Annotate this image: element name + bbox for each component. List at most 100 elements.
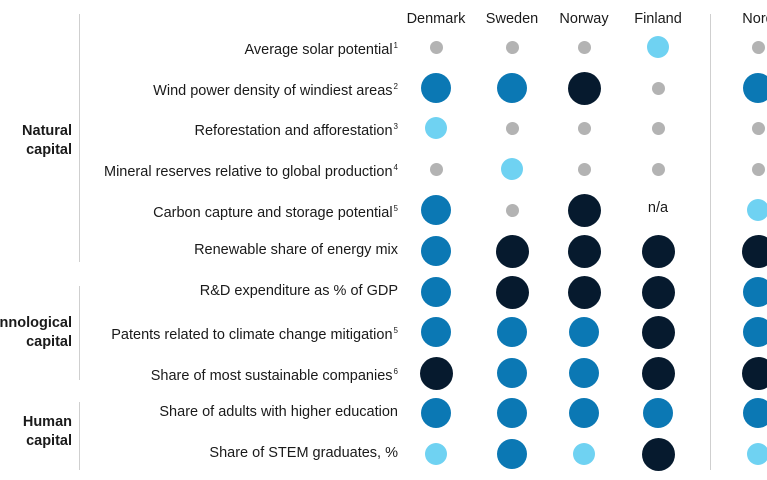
- row-label: Share of adults with higher education: [159, 403, 398, 421]
- rating-dot: [495, 275, 529, 309]
- row-label: Reforestation and afforestation3: [195, 118, 398, 140]
- rating-dot: [421, 195, 451, 225]
- group-separator: [79, 402, 80, 470]
- rating-dot: [741, 356, 767, 390]
- rating-dot: [497, 73, 527, 103]
- group-label-line: nnological: [0, 315, 72, 331]
- footnote-marker: 1: [393, 41, 398, 50]
- group-label: Human capital: [23, 413, 72, 451]
- row-label-text: Share of STEM graduates, %: [209, 445, 398, 461]
- footnote-marker: 5: [393, 326, 398, 335]
- rating-dot: [641, 356, 675, 390]
- row-label: Mineral reserves relative to global prod…: [104, 159, 398, 181]
- group-label-line: capital: [26, 433, 72, 449]
- rating-dot: [421, 398, 451, 428]
- row-label-text: Wind power density of windiest areas: [153, 83, 393, 99]
- rating-dot: [643, 398, 673, 428]
- row-label-text: Reforestation and afforestation: [194, 123, 393, 139]
- rating-dot: [651, 121, 665, 135]
- rating-dot: [641, 275, 675, 309]
- rating-dot: [743, 277, 767, 307]
- group-label: Natural capital: [22, 122, 72, 160]
- group-label-line: capital: [26, 142, 72, 158]
- rating-dot: [421, 73, 451, 103]
- rating-dot: [751, 40, 765, 54]
- rating-dot: [569, 398, 599, 428]
- row-label-text: Share of most sustainable companies: [150, 368, 393, 384]
- column-header: Denmark: [406, 11, 466, 27]
- footnote-marker: 2: [393, 82, 398, 91]
- row-label: Average solar potential1: [244, 37, 398, 59]
- row-label: Wind power density of windiest areas2: [153, 78, 398, 100]
- rating-dot: [743, 73, 767, 103]
- rating-dot: [751, 121, 765, 135]
- rating-dot: [577, 121, 591, 135]
- rating-dot: [651, 81, 665, 95]
- rating-dot: [569, 317, 599, 347]
- not-available-label: n/a: [647, 200, 669, 216]
- row-label-text: Renewable share of energy mix: [194, 242, 398, 258]
- group-label-line: Human: [22, 414, 72, 430]
- footnote-marker: 6: [393, 367, 398, 376]
- rating-dot: [573, 443, 595, 465]
- rating-dot: [651, 162, 665, 176]
- rating-dot: [505, 203, 519, 217]
- rating-dot: [505, 121, 519, 135]
- rating-dot: [501, 158, 523, 180]
- row-label-text: Average solar potential: [244, 42, 393, 58]
- rating-dot: [641, 315, 675, 349]
- rating-dot: [641, 437, 675, 471]
- group-label-line: capital: [26, 334, 72, 350]
- group-separator: [79, 286, 80, 380]
- column-header: Nord: [742, 11, 767, 27]
- rating-dot: [567, 193, 601, 227]
- rating-dot: [421, 236, 451, 266]
- row-label-text: Patents related to climate change mitiga…: [111, 327, 393, 343]
- rating-dot: [497, 317, 527, 347]
- row-label-text: Carbon capture and storage potential: [153, 205, 393, 221]
- rating-dot: [743, 317, 767, 347]
- group-label-line: Natural: [22, 123, 72, 139]
- row-label-text: Share of adults with higher education: [159, 404, 398, 420]
- footnote-marker: 5: [393, 204, 398, 213]
- row-label-text: R&D expenditure as % of GDP: [199, 283, 398, 299]
- row-label-text: Mineral reserves relative to global prod…: [104, 164, 393, 180]
- rating-dot: [647, 36, 669, 58]
- rating-dot: [425, 117, 447, 139]
- rating-dot: [577, 40, 591, 54]
- rating-dot: [751, 162, 765, 176]
- rating-dot: [497, 358, 527, 388]
- rating-dot: [569, 358, 599, 388]
- rating-dot: [421, 277, 451, 307]
- row-label: Carbon capture and storage potential5: [153, 200, 398, 222]
- rating-dot: [641, 234, 675, 268]
- rating-dot: [421, 317, 451, 347]
- group-separator: [710, 14, 711, 470]
- group-separator: [79, 14, 80, 262]
- footnote-marker: 3: [393, 122, 398, 131]
- rating-dot: [495, 234, 529, 268]
- rating-dot: [429, 40, 443, 54]
- rating-dot: [419, 356, 453, 390]
- rating-dot: [567, 234, 601, 268]
- rating-dot: [747, 443, 767, 465]
- rating-dot: [567, 275, 601, 309]
- column-header: Norway: [559, 11, 609, 27]
- rating-dot: [497, 439, 527, 469]
- rating-dot: [429, 162, 443, 176]
- row-label: Renewable share of energy mix: [194, 241, 398, 259]
- rating-dot: [425, 443, 447, 465]
- column-header: Finland: [634, 11, 682, 27]
- rating-dot: [743, 398, 767, 428]
- row-label: Share of STEM graduates, %: [209, 444, 398, 462]
- rating-dot: [747, 199, 767, 221]
- row-label: Share of most sustainable companies6: [151, 363, 398, 385]
- group-label: nnological capital: [0, 314, 72, 352]
- rating-dot: [577, 162, 591, 176]
- row-label: Patents related to climate change mitiga…: [111, 322, 398, 344]
- column-header: Sweden: [485, 11, 539, 27]
- rating-dot: [741, 234, 767, 268]
- rating-dot: [497, 398, 527, 428]
- row-label: R&D expenditure as % of GDP: [200, 282, 398, 300]
- footnote-marker: 4: [393, 163, 398, 172]
